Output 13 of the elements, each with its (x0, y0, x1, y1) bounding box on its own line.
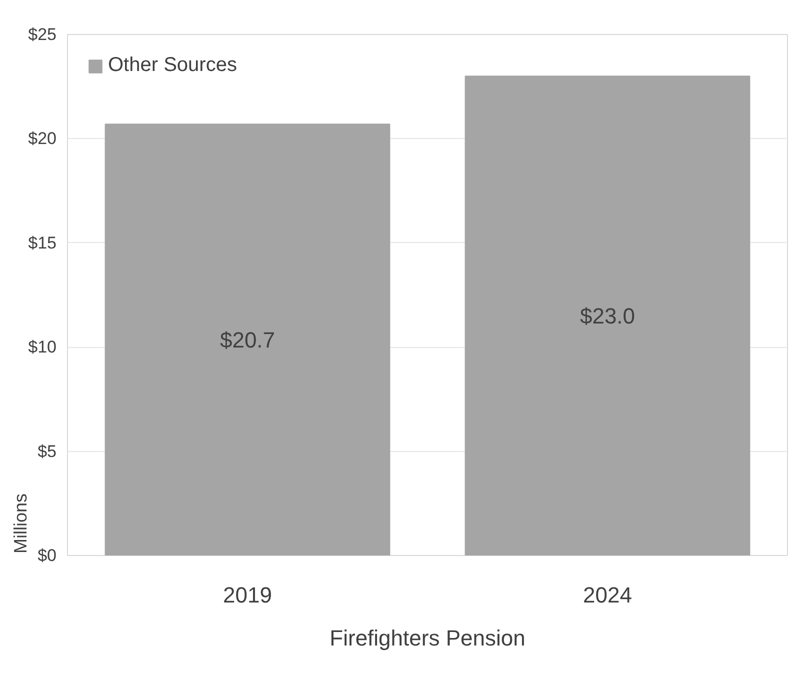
x-tick-label: 2019 (223, 582, 272, 608)
y-axis-title: Millions (10, 493, 30, 554)
x-axis-title: Firefighters Pension (330, 626, 526, 650)
y-tick-label: $15 (28, 233, 57, 252)
y-tick-label: $5 (38, 442, 57, 461)
legend-label: Other Sources (108, 54, 237, 77)
y-tick-label: $10 (28, 338, 57, 357)
y-tick-label: $25 (28, 25, 57, 44)
data-label: $23.0 (580, 303, 636, 328)
y-tick-label: $0 (38, 546, 57, 565)
x-tick-label: 2024 (583, 582, 632, 608)
data-label: $20.7 (220, 327, 276, 352)
y-tick-label: $20 (28, 129, 57, 148)
